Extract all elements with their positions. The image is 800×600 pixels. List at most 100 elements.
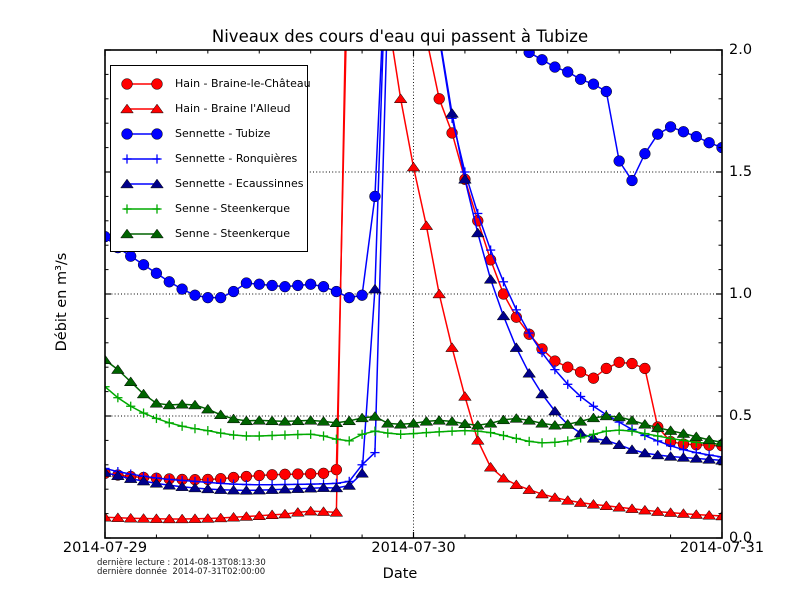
data-point-circle (253, 469, 265, 482)
legend-marker-circle-icon (118, 74, 166, 94)
data-point-triangle (638, 447, 652, 458)
data-point-plus (151, 413, 162, 424)
data-point-circle (498, 25, 509, 36)
data-point-triangle (689, 431, 704, 441)
data-point-triangle (188, 482, 202, 493)
data-point-triangle (213, 484, 228, 494)
data-point-plus (640, 428, 650, 439)
data-point-triangle (433, 30, 446, 39)
data-point-triangle (586, 412, 601, 423)
data-point-triangle (368, 411, 382, 421)
data-point-plus (138, 408, 149, 418)
data-point-triangle (509, 413, 524, 423)
data-point-triangle (599, 435, 614, 445)
data-point-triangle (535, 388, 549, 399)
data-point-triangle (702, 454, 716, 464)
legend-item-5[interactable]: Senne - Steenkerque (111, 196, 307, 221)
data-point-plus (293, 429, 303, 440)
data-point-triangle (650, 506, 665, 516)
data-point-triangle (175, 481, 189, 491)
data-point-plus (344, 436, 354, 446)
x-tick-label: 2014-07-31 (679, 540, 765, 556)
data-point-triangle (150, 178, 164, 188)
legend-label: Senne - Steenkerque (175, 202, 291, 215)
y-axis-label: Débit en m³/s (54, 252, 70, 352)
data-point-plus (486, 245, 496, 255)
data-point-circle (305, 468, 317, 480)
legend-item-0[interactable]: Hain - Braine-le-Château (111, 71, 311, 96)
data-point-circle (523, 50, 535, 59)
data-point-plus (177, 421, 187, 431)
data-point-triangle (136, 513, 151, 523)
data-point-triangle (188, 513, 202, 523)
data-point-plus (383, 428, 393, 438)
legend-item-6[interactable]: Senne - Steenkerque (111, 221, 307, 246)
data-point-triangle (689, 509, 704, 519)
legend-sample-svg (121, 77, 163, 90)
data-point-plus (511, 305, 521, 315)
data-point-circle (485, 6, 496, 17)
legend-item-1[interactable]: Hain - Braine l'Alleud (111, 96, 307, 121)
data-point-plus (665, 433, 676, 444)
data-point-circle (305, 278, 317, 290)
data-point-circle (433, 93, 445, 105)
legend-item-3[interactable]: Sennette - Ronquières (111, 146, 307, 171)
data-point-triangle (201, 403, 215, 414)
data-point-plus (576, 433, 586, 443)
data-point-triangle (548, 405, 562, 416)
data-point-triangle (560, 495, 575, 505)
data-point-triangle (715, 455, 722, 465)
data-point-triangle (175, 398, 189, 409)
data-point-triangle (252, 510, 267, 520)
data-point-plus (588, 429, 599, 439)
data-point-triangle (573, 416, 588, 426)
data-point-triangle (715, 437, 722, 447)
data-point-triangle (483, 274, 498, 284)
data-point-circle (356, 289, 368, 301)
data-point-triangle (303, 482, 318, 493)
data-point-triangle (291, 507, 305, 517)
data-point-triangle (278, 508, 292, 519)
legend-sample-svg (121, 127, 163, 140)
data-point-triangle (638, 504, 652, 515)
data-point-triangle (201, 513, 215, 523)
data-point-triangle (432, 415, 446, 425)
data-point-triangle (470, 419, 485, 430)
legend-sample-svg (120, 178, 164, 188)
data-point-plus (318, 431, 329, 441)
data-point-triangle (612, 411, 626, 422)
data-point-plus (563, 436, 573, 446)
data-point-circle (703, 137, 715, 149)
data-point-triangle (625, 415, 639, 425)
data-point-plus (122, 153, 132, 164)
data-point-triangle (188, 399, 202, 410)
data-point-circle (202, 292, 214, 304)
data-point-triangle (548, 419, 562, 430)
data-point-triangle (445, 416, 459, 426)
legend-item-4[interactable]: Sennette - Ecaussinnes (111, 171, 307, 196)
data-point-circle (613, 356, 625, 368)
data-point-triangle (355, 412, 369, 423)
data-point-circle (163, 276, 175, 288)
data-point-circle (587, 78, 600, 90)
data-point-triangle (201, 483, 215, 494)
data-point-plus (370, 448, 380, 458)
legend-label: Sennette - Ecaussinnes (175, 177, 304, 190)
legend-item-2[interactable]: Sennette - Tubize (111, 121, 307, 146)
data-point-plus (524, 436, 534, 446)
legend-sample-svg (122, 203, 162, 214)
data-point-plus (434, 427, 444, 437)
data-point-circle (587, 372, 600, 384)
data-point-plus (254, 431, 264, 441)
legend-sample-svg (122, 153, 162, 164)
data-point-circle (600, 85, 612, 98)
data-point-triangle (419, 220, 434, 230)
chart-legend: Hain - Braine-le-Château Hain - Braine l'… (110, 65, 311, 252)
data-point-triangle (599, 410, 614, 421)
data-point-triangle (342, 415, 357, 426)
data-point-triangle (291, 483, 305, 493)
data-point-triangle (120, 103, 134, 113)
data-point-triangle (676, 452, 691, 462)
data-point-triangle (123, 473, 138, 483)
data-point-circle (150, 267, 163, 279)
